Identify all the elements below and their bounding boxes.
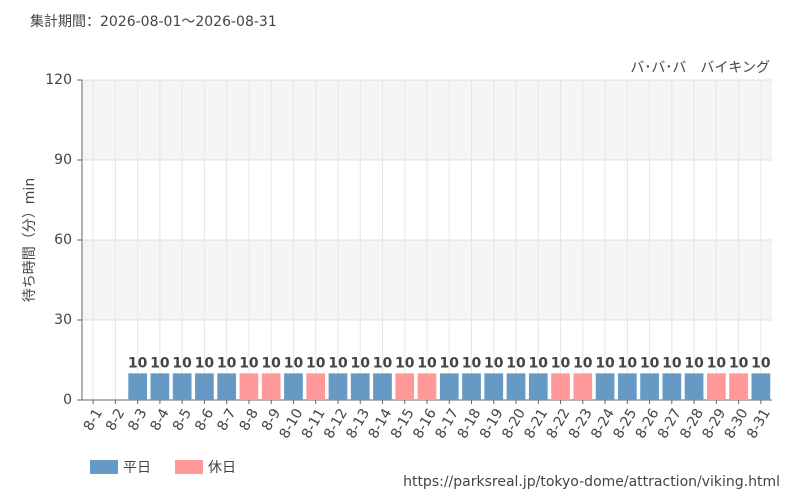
bar — [640, 373, 659, 400]
bar — [595, 373, 615, 400]
x-tick-label: 8-31 — [744, 406, 774, 442]
value-label: 10 — [195, 355, 215, 371]
bar — [484, 373, 504, 400]
bar — [395, 373, 415, 400]
value-label: 10 — [551, 355, 571, 371]
x-tick-label: 8-2 — [103, 406, 128, 434]
chart-title: 集計期間：2026-08-01～2026-08-31 — [30, 13, 277, 30]
legend-label: 平日 — [123, 460, 151, 476]
value-label: 10 — [440, 355, 460, 371]
legend-label: 休日 — [208, 460, 236, 476]
bar — [261, 373, 281, 400]
value-label: 10 — [618, 355, 638, 371]
bar — [506, 373, 526, 400]
x-tick-label: 8-1 — [81, 406, 106, 434]
y-tick-label: 60 — [54, 232, 72, 248]
bar — [172, 373, 192, 400]
bar — [328, 373, 348, 400]
bar — [239, 373, 259, 400]
x-tick-label: 8-8 — [237, 406, 262, 434]
value-label: 10 — [640, 355, 660, 371]
x-tick-label: 8-6 — [192, 406, 217, 434]
value-label: 10 — [261, 355, 281, 371]
bar — [662, 373, 682, 400]
bar — [617, 373, 637, 400]
value-label: 10 — [462, 355, 482, 371]
value-label: 10 — [417, 355, 437, 371]
bar — [551, 373, 570, 400]
bar — [729, 373, 748, 400]
bar — [284, 373, 303, 400]
legend-swatch — [175, 460, 203, 474]
bar — [350, 373, 370, 400]
value-label: 10 — [595, 355, 615, 371]
x-tick-label: 8-7 — [214, 406, 239, 434]
bar — [217, 373, 237, 400]
y-tick-label: 120 — [45, 72, 72, 88]
value-label: 10 — [573, 355, 593, 371]
value-label: 10 — [172, 355, 192, 371]
y-tick-label: 90 — [54, 152, 72, 168]
y-axis-label: 待ち時間（分）min — [22, 178, 38, 302]
bar — [573, 373, 593, 400]
bar — [462, 373, 481, 400]
value-label: 10 — [395, 355, 415, 371]
x-tick-label: 8-5 — [170, 406, 195, 434]
x-tick-label: 8-4 — [148, 406, 173, 434]
value-label: 10 — [662, 355, 682, 371]
value-label: 10 — [150, 355, 170, 371]
value-label: 10 — [729, 355, 749, 371]
x-tick-label: 8-3 — [125, 406, 150, 434]
legend-swatch — [90, 460, 118, 474]
value-label: 10 — [128, 355, 148, 371]
bar — [684, 373, 704, 400]
chart-subtitle: バ･バ･バ バイキング — [630, 60, 770, 76]
bar — [306, 373, 326, 400]
value-label: 10 — [306, 355, 326, 371]
value-label: 10 — [684, 355, 704, 371]
y-tick-label: 0 — [63, 392, 72, 408]
value-label: 10 — [506, 355, 526, 371]
bar — [751, 373, 771, 400]
bar — [373, 373, 392, 400]
value-label: 10 — [350, 355, 370, 371]
value-label: 10 — [484, 355, 504, 371]
bar — [417, 373, 437, 400]
value-label: 10 — [373, 355, 393, 371]
bar — [128, 373, 147, 400]
bar — [195, 373, 214, 400]
value-label: 10 — [707, 355, 727, 371]
bar — [528, 373, 548, 400]
bar — [439, 373, 459, 400]
source-url: https://parksreal.jp/tokyo-dome/attracti… — [403, 474, 780, 490]
bar — [707, 373, 726, 400]
value-label: 10 — [751, 355, 771, 371]
y-tick-label: 30 — [54, 312, 72, 328]
value-label: 10 — [529, 355, 549, 371]
bar — [150, 373, 170, 400]
value-label: 10 — [239, 355, 259, 371]
value-label: 10 — [328, 355, 348, 371]
value-label: 10 — [284, 355, 304, 371]
value-label: 10 — [217, 355, 237, 371]
